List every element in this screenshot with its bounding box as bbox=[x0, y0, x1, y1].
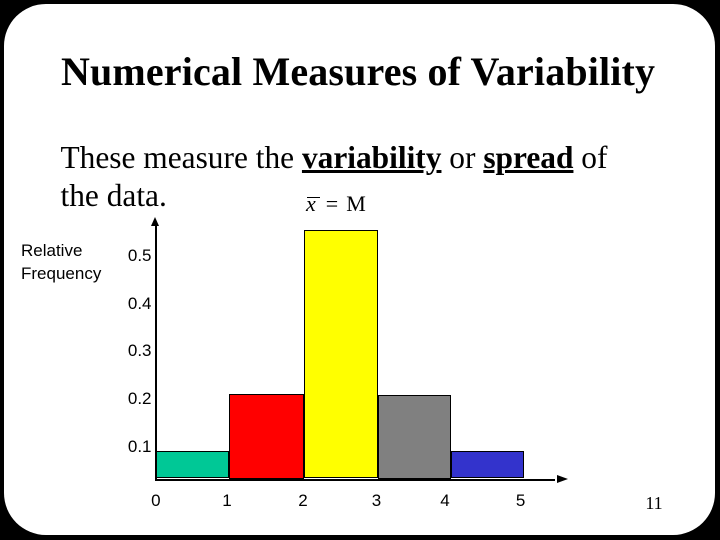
histogram-bar-2-3 bbox=[303, 230, 378, 479]
slide-body-text: These measure the variability or spread … bbox=[61, 139, 636, 214]
histogram-bar-1-2 bbox=[229, 394, 304, 479]
y-tick-label-0.2: 0.2 bbox=[127, 389, 152, 409]
formula-m: M bbox=[346, 190, 366, 216]
mean-median-formula: x = M bbox=[306, 190, 366, 216]
y-axis-title-line: Relative bbox=[21, 240, 83, 260]
histogram-bar-3-4 bbox=[378, 395, 451, 479]
y-tick-label-0.3: 0.3 bbox=[127, 341, 152, 361]
y-tick-label-0.1: 0.1 bbox=[127, 437, 152, 456]
x-axis-line bbox=[154, 478, 555, 481]
y-axis-arrowhead bbox=[151, 217, 160, 226]
body-text-segment: of the data. bbox=[60, 140, 608, 213]
x-tick-label-2: 2 bbox=[298, 490, 308, 510]
y-tick-label-0.4: 0.4 bbox=[127, 293, 152, 313]
x-tick-label-1: 1 bbox=[222, 490, 232, 510]
formula-xbar: x bbox=[306, 190, 316, 216]
body-text-segment: These measure the bbox=[60, 140, 302, 176]
page-number: 11 bbox=[645, 493, 663, 513]
xbar-overline bbox=[306, 196, 320, 199]
x-tick-label-0: 0 bbox=[151, 490, 161, 510]
y-tick-label-0.5: 0.5 bbox=[127, 245, 152, 265]
histogram-bar-4-5 bbox=[450, 451, 524, 479]
slide-title: Numerical Measures of Variability bbox=[61, 48, 656, 94]
formula-equals: = bbox=[325, 190, 339, 216]
body-text-segment: or bbox=[441, 140, 484, 176]
y-axis-title-line: Frequency bbox=[21, 263, 102, 283]
y-axis-title: Relative Frequency bbox=[21, 239, 101, 285]
x-tick-label-3: 3 bbox=[371, 490, 382, 510]
keyword-spread: spread bbox=[483, 140, 574, 176]
x-axis-arrowhead bbox=[556, 475, 568, 484]
x-tick-label-5: 5 bbox=[515, 490, 526, 510]
keyword-variability: variability bbox=[301, 140, 442, 176]
x-tick-label-4: 4 bbox=[440, 490, 450, 510]
y-axis-line bbox=[154, 222, 157, 481]
histogram-bar-0-1 bbox=[156, 450, 229, 479]
